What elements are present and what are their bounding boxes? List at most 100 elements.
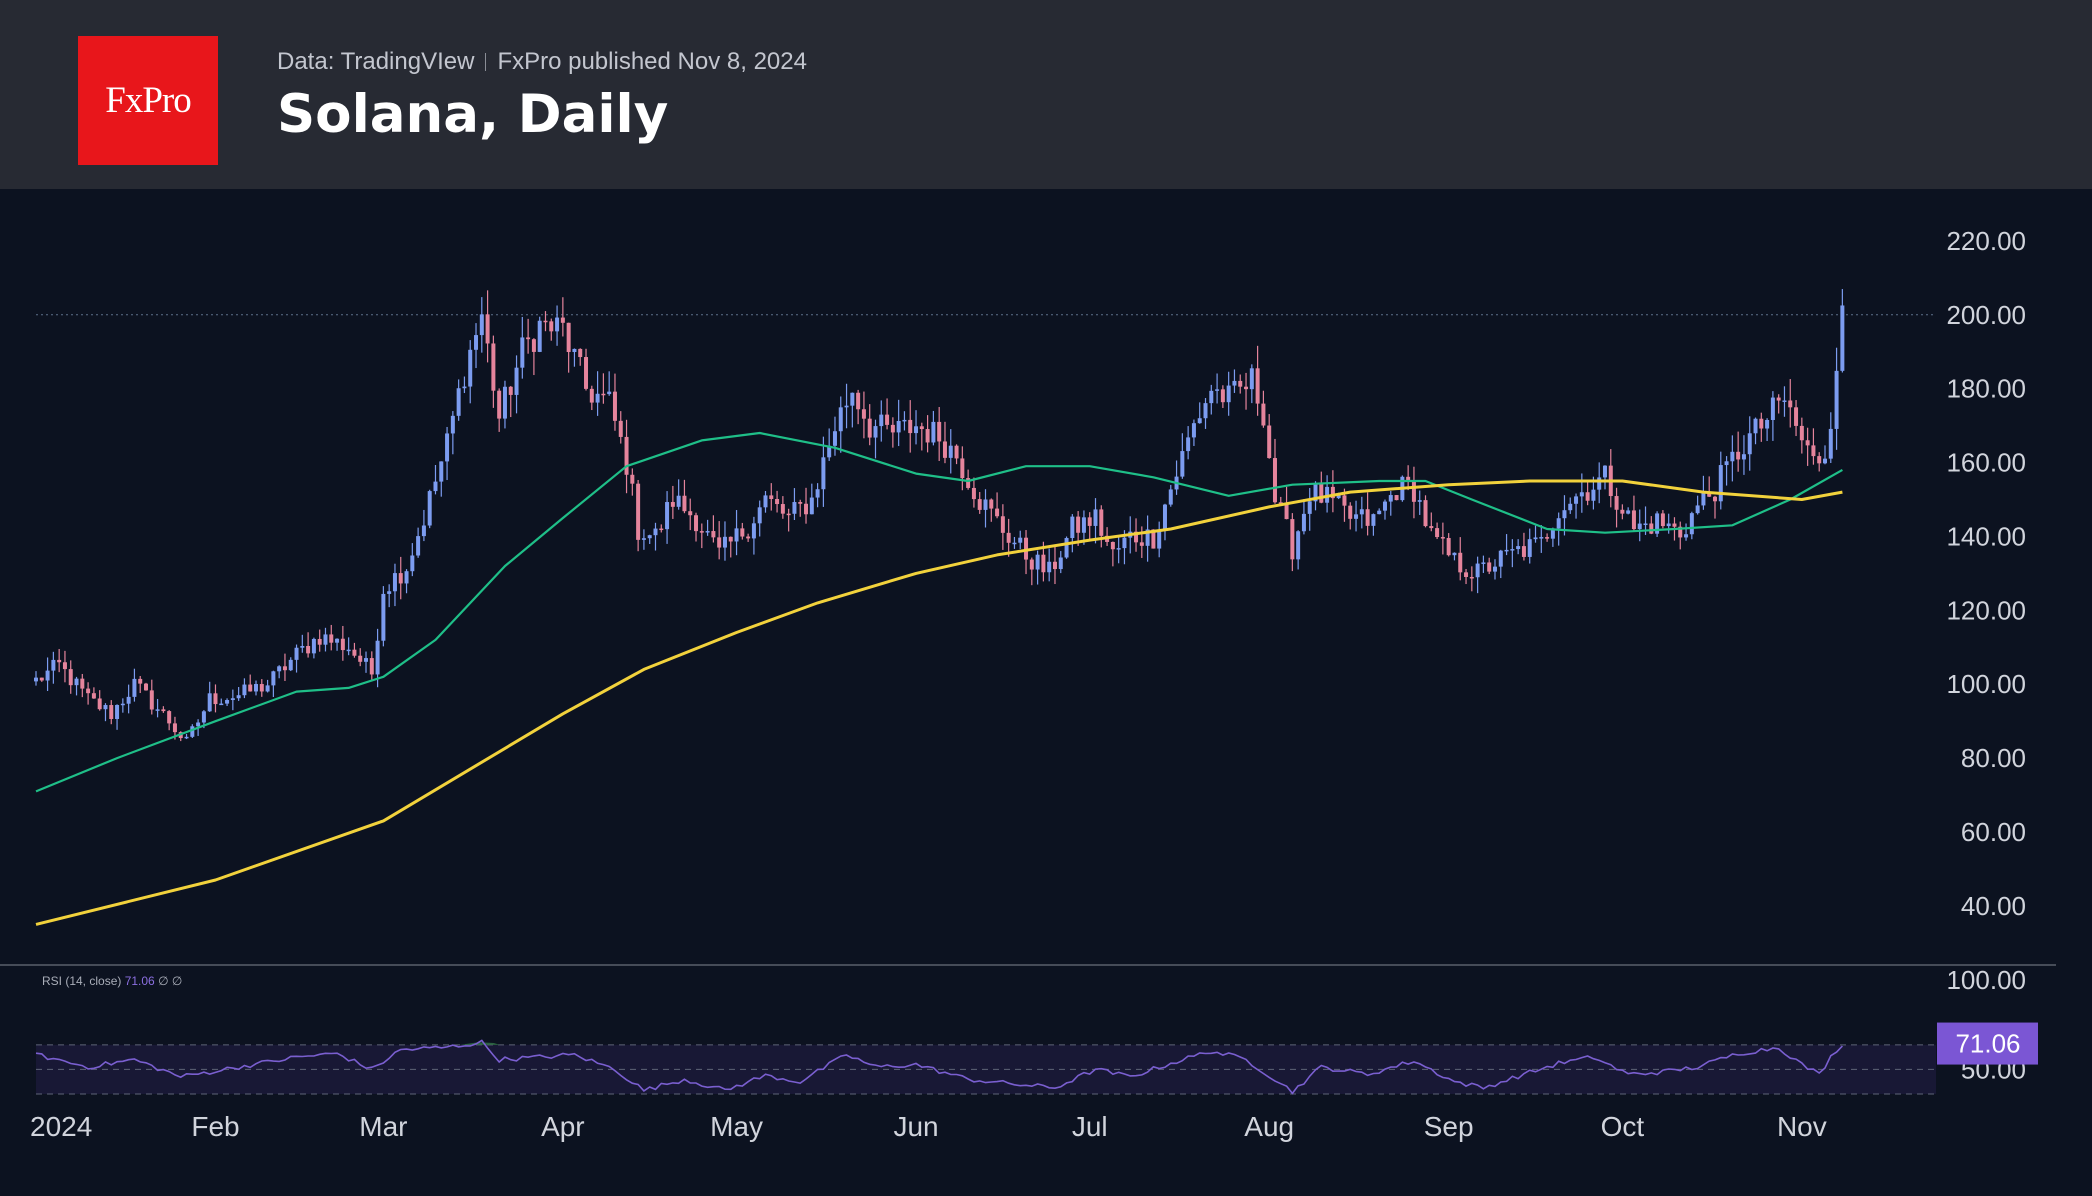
candle-body: [705, 531, 710, 533]
candle-body: [1678, 526, 1683, 538]
price-chart[interactable]: 40.00 60.00 80.00 100.00 120.00 140.00 160.00 1…: [0, 189, 2092, 1196]
candle-body: [572, 348, 577, 353]
candle-body: [1134, 531, 1139, 543]
candle-body: [821, 457, 826, 490]
candle-body: [1730, 451, 1735, 462]
candle-body: [873, 426, 878, 438]
candle-body: [838, 407, 843, 432]
candle-body: [1736, 451, 1741, 460]
candle-body: [555, 317, 560, 332]
candle-body: [896, 420, 901, 433]
candle-body: [1556, 518, 1561, 529]
time-axis-label: 2024: [30, 1111, 92, 1142]
candle-body: [804, 503, 809, 515]
candle-body: [144, 683, 149, 691]
candle-body: [306, 645, 311, 654]
candle-body: [364, 658, 369, 662]
rsi-value-label: 71.06: [1955, 1029, 2020, 1059]
rsi-legend-value: 71.06: [125, 974, 158, 988]
candle-body: [1707, 493, 1712, 497]
candle-body: [242, 684, 247, 696]
candle-body: [375, 640, 380, 675]
candle-body: [1024, 537, 1029, 560]
price-tick-label: 180.00: [1946, 374, 2026, 404]
candle-body: [740, 528, 745, 537]
rsi-overbought-area: [459, 1042, 500, 1045]
candle-body: [1012, 542, 1017, 545]
candle-body: [722, 536, 727, 548]
candle-body: [1747, 433, 1752, 455]
candle-body: [172, 723, 177, 733]
time-axis-label: Mar: [359, 1111, 407, 1142]
candle-body: [1365, 509, 1370, 526]
price-tick-label: 200.00: [1946, 300, 2026, 330]
candle-body: [1423, 500, 1428, 527]
candle-body: [653, 528, 658, 536]
candle-body: [514, 367, 519, 395]
candle-body: [1626, 510, 1631, 514]
candle-body: [1788, 400, 1793, 408]
candle-body: [115, 704, 120, 719]
candle-body: [282, 666, 287, 671]
candle-body: [1655, 513, 1660, 534]
candle-body: [1018, 537, 1023, 543]
candle-body: [844, 405, 849, 408]
data-source: Data: TradingVIew: [277, 48, 475, 75]
candle-body: [1278, 502, 1283, 504]
candle-body: [1307, 501, 1312, 514]
candle-body: [850, 392, 855, 406]
candle-body: [1840, 305, 1845, 371]
candle-body: [1481, 562, 1486, 564]
candle-body: [1110, 541, 1115, 550]
candle-body: [746, 536, 751, 539]
candle-body: [474, 335, 479, 350]
candle-body: [954, 445, 959, 459]
candle-body: [584, 357, 589, 389]
candle-body: [1464, 572, 1469, 577]
candle-body: [612, 391, 617, 421]
candle-body: [549, 321, 554, 332]
candle-body: [694, 515, 699, 532]
candle-body: [1093, 509, 1098, 526]
price-tick-label: 140.00: [1946, 521, 2026, 551]
candle-body: [641, 538, 646, 540]
candle-body: [885, 414, 890, 425]
fxpro-logo: FxPro: [78, 36, 218, 165]
time-axis-label: Apr: [541, 1111, 585, 1142]
candle-body: [387, 591, 392, 594]
candle-body: [520, 337, 525, 368]
candle-body: [369, 658, 374, 675]
candle-body: [335, 638, 340, 643]
candle-body: [138, 678, 143, 684]
candle-body: [832, 431, 837, 446]
candle-body: [1215, 389, 1220, 391]
candle-body: [1435, 528, 1440, 538]
candle-body: [1330, 486, 1335, 499]
candle-body: [618, 420, 623, 437]
candle-body: [526, 337, 531, 340]
candle-body: [109, 705, 114, 719]
candle-body: [421, 525, 426, 537]
candle-body: [531, 339, 536, 352]
candle-body: [155, 709, 160, 711]
candle-body: [80, 678, 85, 689]
candle-body: [589, 388, 594, 403]
candle-body: [416, 536, 421, 556]
candle-body: [34, 677, 38, 682]
candle-body: [120, 703, 125, 706]
candle-body: [1533, 537, 1538, 540]
candle-body: [1452, 552, 1457, 556]
candle-body: [717, 537, 722, 548]
candle-body: [1168, 489, 1173, 505]
candle-body: [265, 685, 270, 692]
candle-body: [346, 649, 351, 652]
candle-body: [780, 504, 785, 514]
candle-body: [259, 684, 264, 692]
candle-body: [1319, 483, 1324, 503]
time-axis-label: Jun: [893, 1111, 938, 1142]
candle-body: [1157, 530, 1162, 549]
candle-body: [636, 483, 641, 540]
candle-body: [74, 678, 79, 686]
candle-body: [815, 489, 820, 498]
candle-body: [468, 349, 473, 387]
